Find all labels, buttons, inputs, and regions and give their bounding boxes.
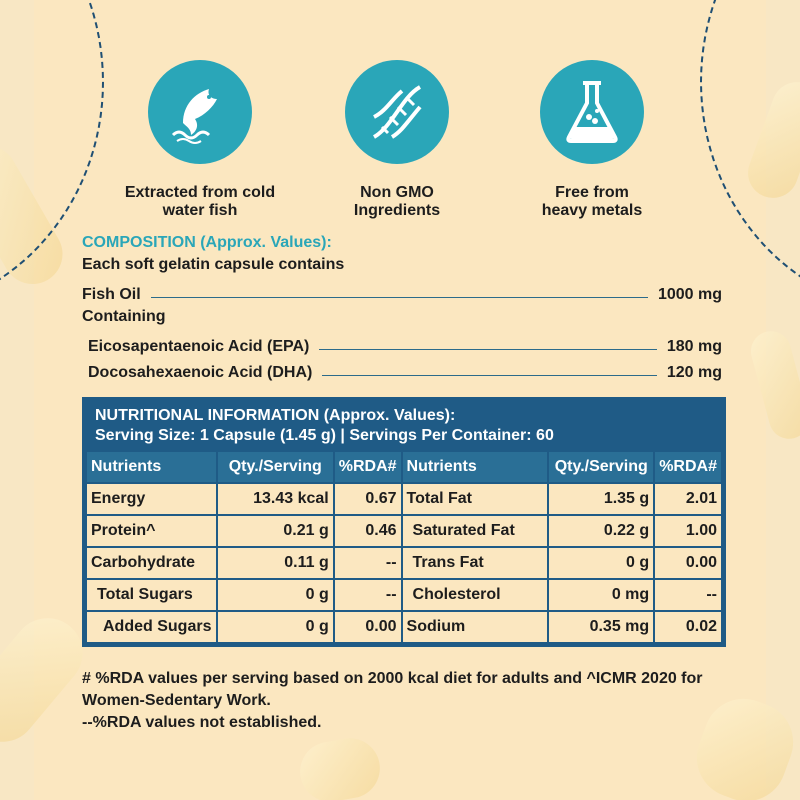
nutrient-qty: 0 g bbox=[547, 546, 656, 580]
nutrition-header: NUTRITIONAL INFORMATION (Approx. Values)… bbox=[85, 400, 723, 450]
col-header-nutrients: Nutrients bbox=[85, 450, 218, 484]
leader-line bbox=[322, 375, 657, 376]
footnote-rda-cont: Women-Sedentary Work. bbox=[82, 692, 271, 709]
feature-label-gmo: Non GMO Ingredients bbox=[353, 184, 441, 219]
leader-line bbox=[150, 297, 648, 298]
table-row: Carbohydrate 0.11 g -- Trans Fat 0 g 0.0… bbox=[85, 546, 723, 580]
nutrient-qty: 0 g bbox=[215, 578, 335, 612]
table-row: Protein^ 0.21 g 0.46 Saturated Fat 0.22 … bbox=[85, 514, 723, 548]
containing-label: Containing bbox=[82, 308, 166, 325]
leader-line bbox=[319, 349, 657, 350]
nutrient-rda: -- bbox=[332, 578, 403, 612]
nutrient-rda: -- bbox=[653, 578, 723, 612]
table-header-row: Nutrients Qty./Serving %RDA# Nutrients Q… bbox=[85, 450, 723, 484]
nutrition-grid: Nutrients Qty./Serving %RDA# Nutrients Q… bbox=[85, 450, 723, 644]
dna-icon bbox=[345, 60, 449, 164]
nutrient-name: Energy bbox=[85, 482, 218, 516]
table-row: Added Sugars 0 g 0.00 Sodium 0.35 mg 0.0… bbox=[85, 610, 723, 644]
footnote-rda: # %RDA values per serving based on 2000 … bbox=[82, 670, 703, 687]
feature-label-metals: Free from heavy metals bbox=[541, 184, 643, 219]
nutrition-title: NUTRITIONAL INFORMATION (Approx. Values)… bbox=[95, 407, 456, 424]
nutrient-name: Protein^ bbox=[85, 514, 218, 548]
col-header-qty: Qty./Serving bbox=[547, 450, 656, 484]
table-row: Energy 13.43 kcal 0.67 Total Fat 1.35 g … bbox=[85, 482, 723, 516]
nutrient-name: Total Sugars bbox=[85, 578, 218, 612]
nutrient-rda: 0.46 bbox=[332, 514, 403, 548]
nutrient-qty: 0 mg bbox=[547, 578, 656, 612]
footnotes: # %RDA values per serving based on 2000 … bbox=[82, 668, 742, 734]
nutrient-qty: 0.11 g bbox=[215, 546, 335, 580]
dha-label: Docosahexaenoic Acid (DHA) bbox=[88, 364, 313, 381]
serving-info: Serving Size: 1 Capsule (1.45 g) | Servi… bbox=[95, 427, 554, 444]
nutrient-qty: 13.43 kcal bbox=[215, 482, 335, 516]
nutrient-rda: 1.00 bbox=[653, 514, 723, 548]
nutrient-name: Cholesterol bbox=[400, 578, 550, 612]
epa-value: 180 mg bbox=[666, 338, 722, 355]
fish-icon bbox=[148, 60, 252, 164]
nutrient-rda: 0.00 bbox=[653, 546, 723, 580]
nutrient-rda: -- bbox=[332, 546, 403, 580]
fish-oil-value: 1000 mg bbox=[657, 286, 722, 303]
nutrient-name: Saturated Fat bbox=[400, 514, 550, 548]
nutrient-qty: 0.21 g bbox=[215, 514, 335, 548]
nutrient-rda: 0.00 bbox=[332, 610, 403, 644]
table-row: Total Sugars 0 g -- Cholesterol 0 mg -- bbox=[85, 578, 723, 612]
nutrient-name: Added Sugars bbox=[85, 610, 218, 644]
dha-value: 120 mg bbox=[666, 364, 722, 381]
fish-oil-row: Fish Oil 1000 mg bbox=[82, 278, 722, 304]
flask-icon bbox=[540, 60, 644, 164]
col-header-rda: %RDA# bbox=[332, 450, 403, 484]
col-header-rda: %RDA# bbox=[653, 450, 723, 484]
col-header-nutrients: Nutrients bbox=[400, 450, 550, 484]
nutrient-qty: 0.22 g bbox=[547, 514, 656, 548]
nutrient-qty: 0 g bbox=[215, 610, 335, 644]
nutrient-rda: 0.67 bbox=[332, 482, 403, 516]
nutrient-name: Trans Fat bbox=[400, 546, 550, 580]
nutrient-name: Sodium bbox=[400, 610, 550, 644]
epa-row: Eicosapentaenoic Acid (EPA) 180 mg bbox=[82, 330, 722, 356]
feature-label-fish: Extracted from cold water fish bbox=[124, 184, 276, 219]
footnote-not-established: --%RDA values not established. bbox=[82, 714, 322, 731]
nutrient-qty: 0.35 mg bbox=[547, 610, 656, 644]
nutrient-qty: 1.35 g bbox=[547, 482, 656, 516]
composition-subtitle: Each soft gelatin capsule contains bbox=[82, 256, 345, 273]
nutrient-rda: 0.02 bbox=[653, 610, 723, 644]
nutrient-rda: 2.01 bbox=[653, 482, 723, 516]
composition-section: COMPOSITION (Approx. Values): Each soft … bbox=[82, 234, 722, 382]
fish-oil-label: Fish Oil bbox=[82, 286, 141, 303]
epa-label: Eicosapentaenoic Acid (EPA) bbox=[88, 338, 310, 355]
nutrient-name: Total Fat bbox=[400, 482, 550, 516]
dha-row: Docosahexaenoic Acid (DHA) 120 mg bbox=[82, 356, 722, 382]
composition-title: COMPOSITION (Approx. Values): bbox=[82, 234, 332, 251]
nutrient-name: Carbohydrate bbox=[85, 546, 218, 580]
nutrition-table: NUTRITIONAL INFORMATION (Approx. Values)… bbox=[82, 397, 726, 647]
col-header-qty: Qty./Serving bbox=[215, 450, 335, 484]
